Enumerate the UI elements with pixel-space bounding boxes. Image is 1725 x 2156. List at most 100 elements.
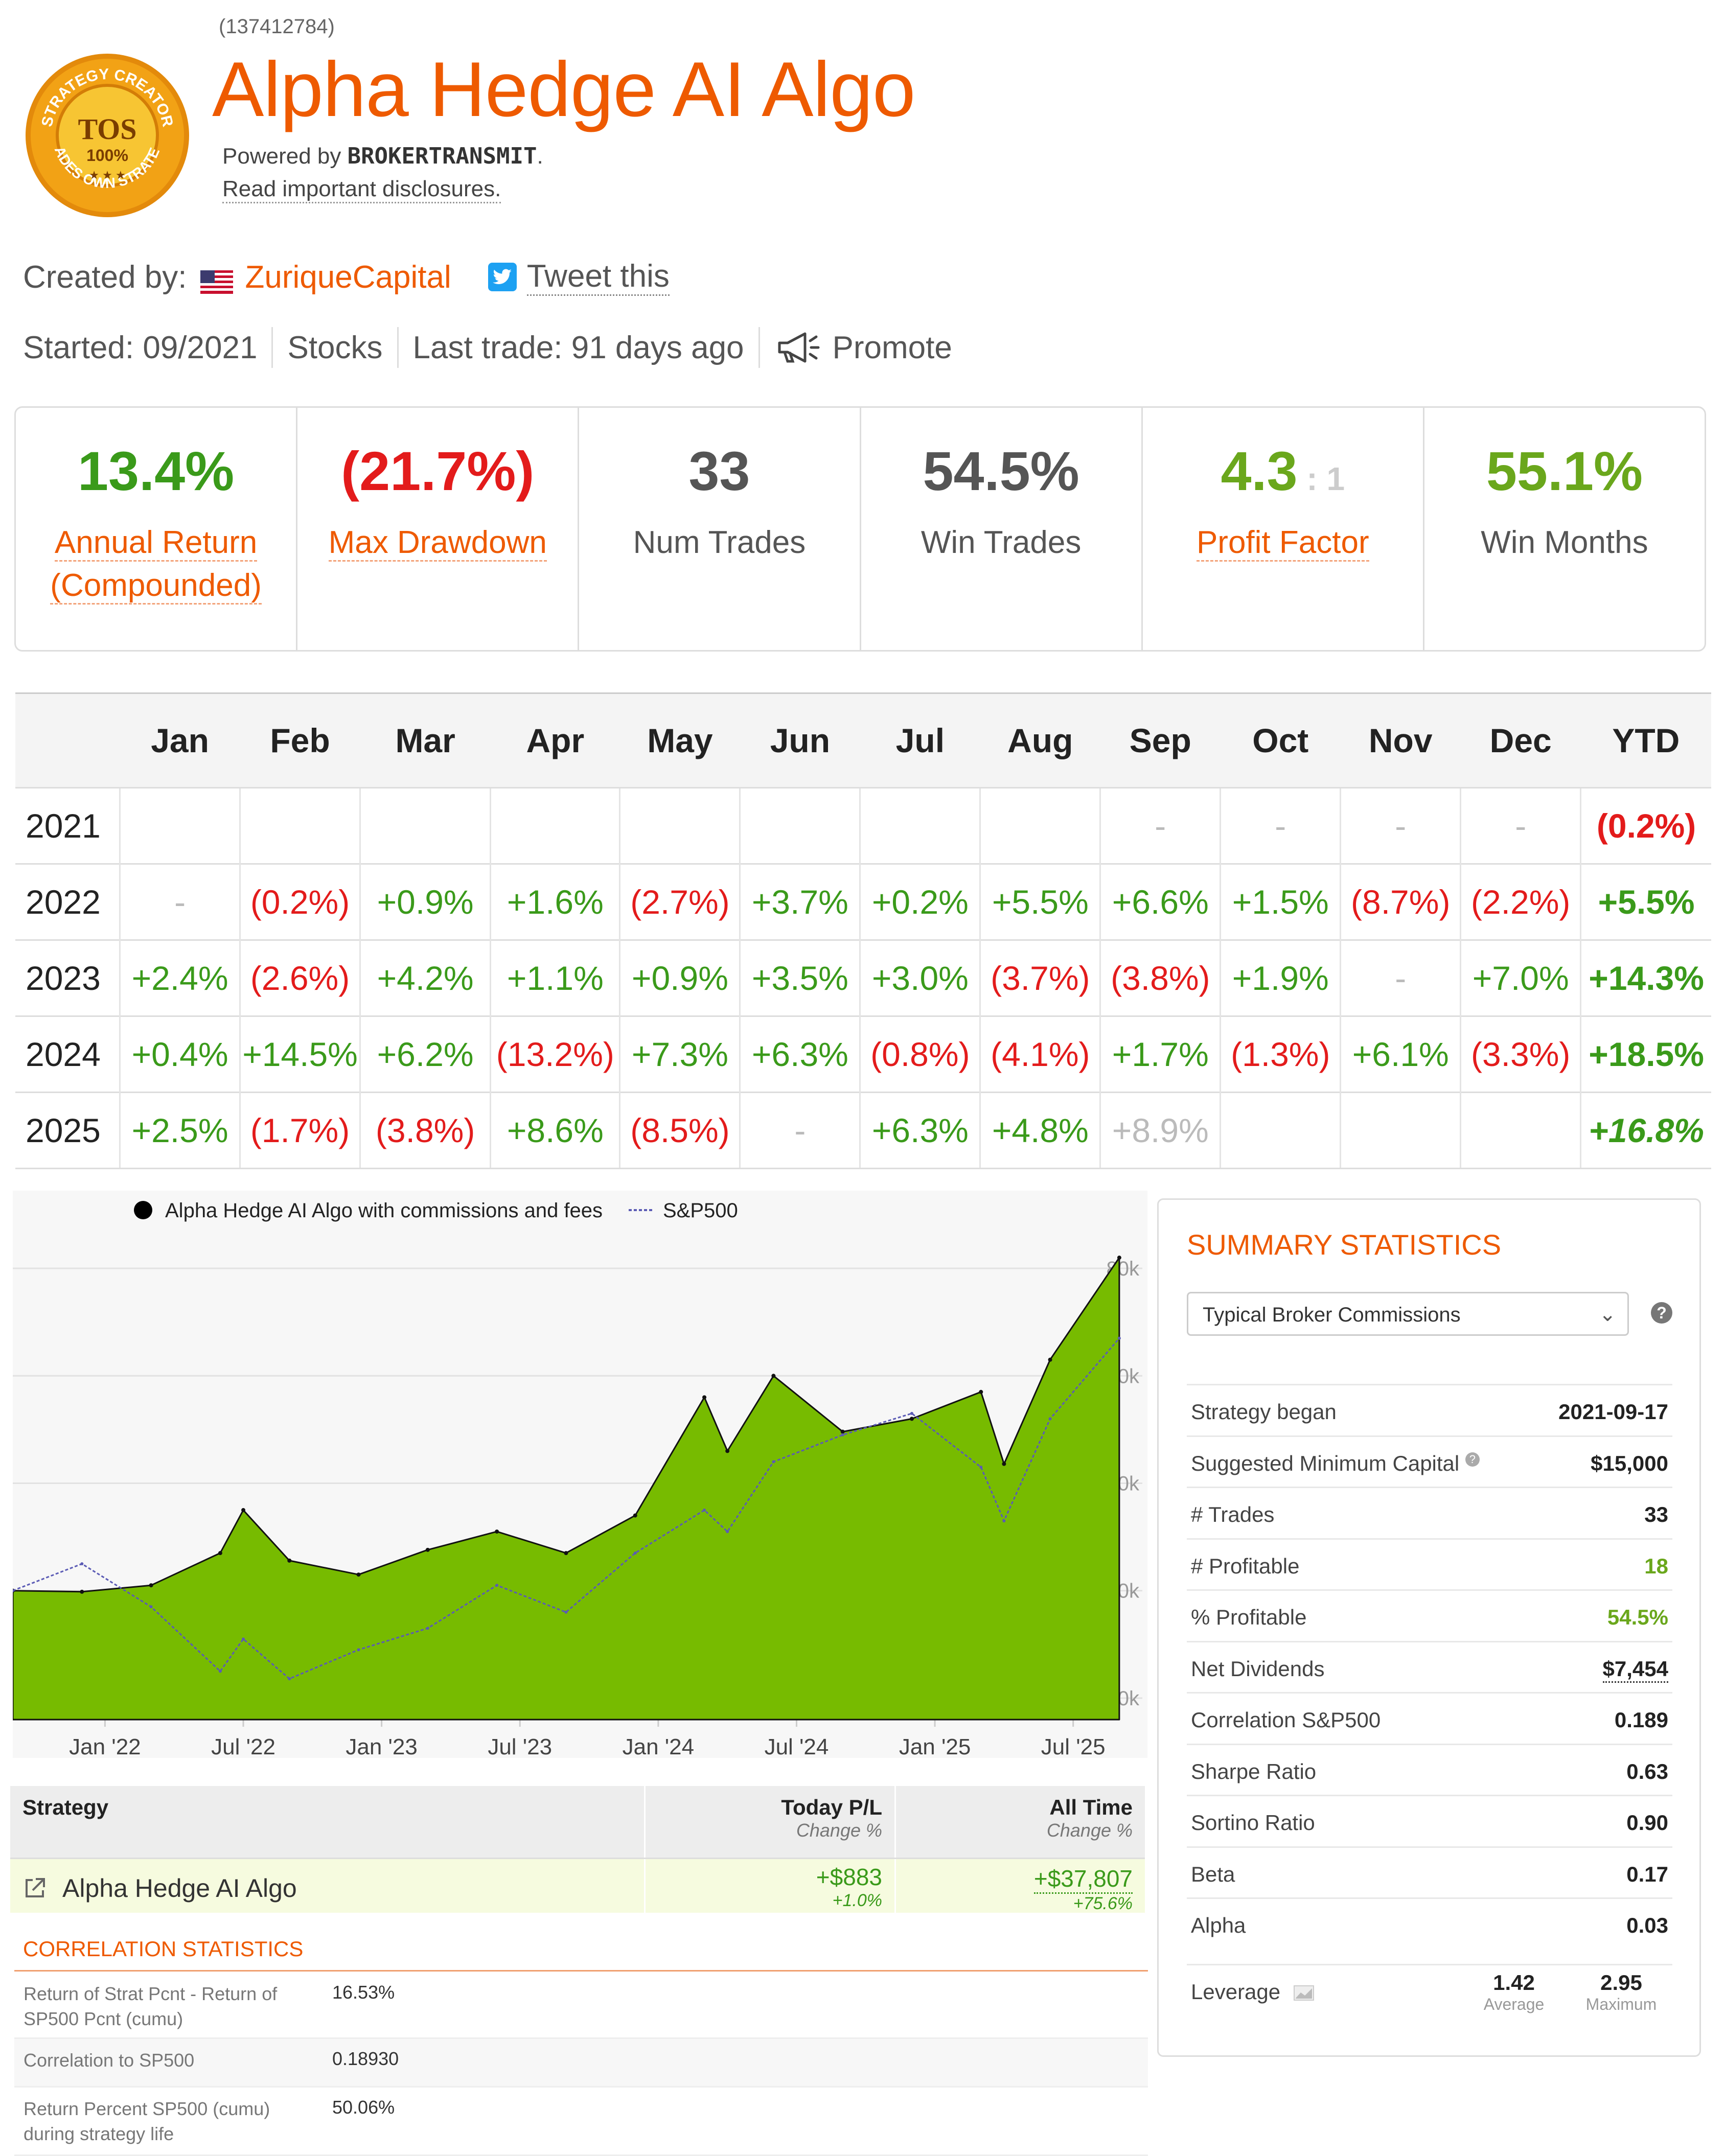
chart-thumbnail-icon[interactable] — [1293, 1981, 1314, 2006]
stat-label[interactable]: Annual Return (Compounded) — [16, 521, 296, 607]
strategy-point — [1117, 1256, 1121, 1260]
month-cell: (1.7%) — [239, 1092, 360, 1169]
disclosures-link[interactable]: Read important disclosures. — [222, 176, 501, 203]
summary-key: Beta — [1191, 1862, 1235, 1886]
powered-prefix: Powered by — [222, 144, 348, 169]
month-header: Jul — [860, 692, 980, 788]
year-row: 2025 +2.5% (1.7%) (3.8%) +8.6% (8.5%) - +6.3% +4… — [15, 1092, 1711, 1169]
month-cell: (4.1%) — [979, 1015, 1100, 1093]
stat-card: 33 Num Trades — [579, 408, 861, 650]
commission-select-value: Typical Broker Commissions — [1203, 1304, 1461, 1326]
creator-link[interactable]: ZuriqueCapital — [245, 259, 451, 295]
summary-value: 0.63 — [1626, 1759, 1668, 1783]
month-cell: +1.7% — [1099, 1015, 1221, 1093]
help-icon[interactable]: ? — [1465, 1452, 1480, 1467]
strategy-point — [1002, 1462, 1006, 1466]
today-cell: +$883 +1.0% — [644, 1859, 894, 1913]
month-header: Oct — [1220, 692, 1341, 788]
summary-key: Sharpe Ratio — [1191, 1759, 1317, 1783]
badge-pct-text: 100% — [86, 146, 128, 165]
strategy-point — [218, 1551, 222, 1556]
ytd-cell: +14.3% — [1580, 939, 1711, 1016]
col-today-sub: Change % — [796, 1820, 882, 1841]
summary-value: 54.5% — [1607, 1605, 1668, 1629]
sp500-point — [426, 1627, 429, 1630]
external-link-icon[interactable] — [22, 1876, 47, 1900]
strategy-point — [241, 1508, 246, 1513]
strategy-point — [979, 1389, 983, 1394]
twitter-icon[interactable] — [488, 263, 517, 291]
x-tick-label: Jul '23 — [488, 1734, 552, 1758]
sp500-point — [726, 1530, 729, 1534]
summary-row: Suggested Minimum Capital ? $15,000 — [1187, 1435, 1672, 1487]
stat-card: (21.7%) Max Drawdown — [297, 408, 580, 650]
month-cell: (8.5%) — [619, 1092, 740, 1169]
month-cell — [239, 787, 360, 864]
today-pl: +$883 — [816, 1864, 882, 1890]
month-cell: +1.9% — [1220, 939, 1341, 1016]
month-cell: (3.3%) — [1460, 1015, 1581, 1093]
stat-card: 13.4% Annual Return (Compounded) — [16, 408, 298, 650]
stat-card: 54.5% Win Trades — [861, 408, 1143, 650]
strategy-row[interactable]: Alpha Hedge AI Algo +$883 +1.0% +$37,807… — [10, 1858, 1145, 1913]
commission-select[interactable]: Typical Broker Commissions ⌄ — [1187, 1292, 1629, 1336]
summary-value: 2021-09-17 — [1558, 1400, 1668, 1424]
sp500-point — [841, 1433, 844, 1436]
stat-label[interactable]: Profit Factor — [1143, 521, 1423, 564]
correlation-title: CORRELATION STATISTICS — [23, 1937, 304, 1961]
summary-statistics-panel: SUMMARY STATISTICS Typical Broker Commis… — [1157, 1198, 1701, 2057]
sp500-point — [1117, 1336, 1121, 1340]
strategy-point — [633, 1513, 637, 1518]
tweet-this-link[interactable]: Tweet this — [526, 258, 670, 296]
correlation-value: 16.53% — [332, 1982, 395, 2003]
divider — [758, 327, 760, 368]
sp500-point — [564, 1610, 568, 1614]
leverage-average: 1.42 Average — [1473, 1970, 1555, 2014]
sp500-point — [1048, 1417, 1052, 1421]
page-title: Alpha Hedge AI Algo — [212, 46, 915, 133]
leverage-maximum-value: 2.95 — [1600, 1970, 1642, 1995]
leverage-average-label: Average — [1483, 1995, 1545, 2013]
month-cell: +14.5% — [239, 1015, 360, 1093]
stat-label[interactable]: Max Drawdown — [297, 521, 578, 564]
month-cell: +6.6% — [1099, 863, 1221, 940]
leverage-row: Leverage 1.42 Average 2.95 Maximum — [1187, 1964, 1672, 2025]
last-trade: Last trade: 91 days ago — [412, 330, 744, 365]
summary-key: Alpha — [1191, 1913, 1246, 1937]
started-date: Started: 09/2021 — [23, 330, 258, 365]
x-tick-label: Jul '24 — [765, 1734, 829, 1758]
stat-card: 4.3 : 1 Profit Factor — [1143, 408, 1424, 650]
x-tick-label: Jan '25 — [899, 1734, 971, 1758]
month-cell: +0.9% — [619, 939, 740, 1016]
month-header: May — [619, 692, 740, 788]
correlation-key: Correlation to SP500 — [24, 2050, 195, 2071]
month-header: Jun — [740, 692, 860, 788]
powered-by: Powered by BROKERTRANSMIT. — [222, 143, 543, 169]
promote-link[interactable]: Promote — [832, 330, 952, 365]
strategy-point — [425, 1547, 430, 1552]
col-strategy: Strategy — [22, 1795, 109, 1819]
month-cell — [1220, 1092, 1341, 1169]
equity-chart[interactable]: 80k 70k 60k 50k 40k Jan '22 Jul '22 Jan '23 Jul … — [13, 1191, 1147, 1758]
summary-row: % Profitable 54.5% — [1187, 1589, 1672, 1640]
month-cell — [739, 787, 860, 864]
sp500-point — [242, 1637, 245, 1641]
help-icon[interactable]: ? — [1651, 1302, 1672, 1324]
sp500-point — [13, 1589, 14, 1592]
leverage-label: Leverage — [1191, 1980, 1314, 2006]
sp500-point — [218, 1670, 222, 1673]
ytd-cell: +18.5% — [1580, 1015, 1711, 1093]
sp500-point — [288, 1677, 291, 1681]
megaphone-icon[interactable] — [774, 330, 823, 365]
month-cell: (8.7%) — [1340, 863, 1461, 940]
us-flag-icon — [200, 265, 233, 294]
alltime-cell: +$37,807 +75.6% — [894, 1859, 1145, 1913]
sp500-point — [1002, 1519, 1006, 1523]
month-cell: +7.0% — [1460, 939, 1581, 1016]
powered-brand[interactable]: BROKERTRANSMIT — [347, 143, 537, 169]
strategy-name-link[interactable]: Alpha Hedge AI Algo — [62, 1873, 297, 1903]
summary-value: 0.03 — [1626, 1913, 1668, 1937]
summary-key: # Profitable — [1191, 1554, 1300, 1578]
correlation-key: Return of Strat Pcnt - Return of SP500 Pc… — [24, 1983, 278, 2029]
